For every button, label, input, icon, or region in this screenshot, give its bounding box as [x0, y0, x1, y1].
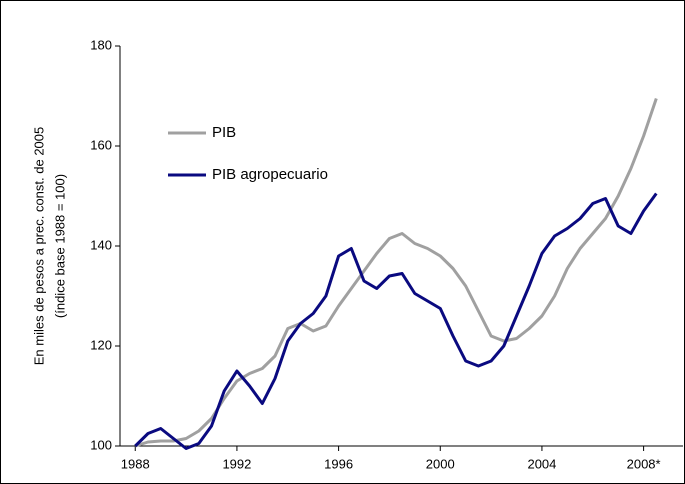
y-axis-title: En miles de pesos a prec. const. de 2005 — [31, 127, 46, 365]
y-axis-title: (índice base 1988 = 100) — [52, 174, 67, 318]
y-tick-label: 120 — [90, 337, 112, 352]
y-tick-label: 100 — [90, 437, 112, 452]
series-line — [134, 192, 658, 450]
x-tick-label: 2000 — [426, 456, 455, 471]
series-line — [134, 98, 658, 448]
x-tick-label: 1988 — [121, 456, 150, 471]
x-tick-label: 2004 — [527, 456, 556, 471]
x-tick-label: 1992 — [222, 456, 251, 471]
y-tick-label: 180 — [90, 37, 112, 52]
y-tick-label: 160 — [90, 137, 112, 152]
legend-label: PIB — [212, 124, 236, 141]
x-tick-label: 1996 — [324, 456, 353, 471]
x-tick-label: 2008* — [627, 456, 661, 471]
y-tick-label: 140 — [90, 237, 112, 252]
legend-label: PIB agropecuario — [212, 166, 328, 183]
